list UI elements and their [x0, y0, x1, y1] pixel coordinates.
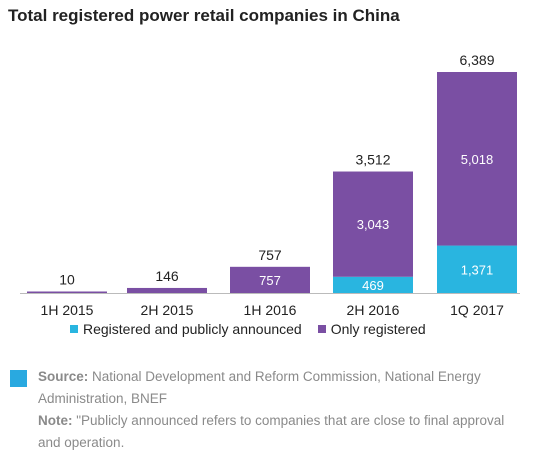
segment-label-registered-3: 469 — [362, 278, 384, 293]
note-text: "Publicly announced refers to companies … — [38, 413, 505, 450]
bar-chart: 10 1H 2015 146 2H 2015 757 757 1H 2016 3,043 469… — [20, 52, 520, 318]
total-label-2: 757 — [258, 247, 282, 263]
source-text: National Development and Reform Commissi… — [38, 369, 481, 406]
legend-label-only-registered: Only registered — [330, 321, 426, 337]
total-label-4: 6,389 — [459, 52, 494, 68]
x-tick-label-0: 1H 2015 — [41, 302, 94, 318]
x-tick-label-2: 1H 2016 — [244, 302, 297, 318]
source-label: Source: — [38, 369, 89, 384]
chart-title: Total registered power retail companies … — [8, 6, 400, 25]
bar-only-registered-4 — [437, 72, 517, 246]
x-tick-label-4: 1Q 2017 — [450, 302, 504, 318]
x-tick-label-1: 2H 2015 — [141, 302, 194, 318]
note-marker-square — [10, 370, 27, 387]
segment-label-only-4: 5,018 — [461, 152, 494, 167]
bar-registered-4 — [437, 245, 517, 293]
legend-label-registered: Registered and publicly announced — [83, 321, 302, 337]
segment-label-registered-4: 1,371 — [461, 262, 494, 277]
legend-swatch-only-registered — [317, 325, 326, 333]
legend: Registered and publicly announced Only r… — [70, 321, 426, 337]
bar-registered-3 — [333, 276, 413, 293]
total-label-3: 3,512 — [355, 152, 390, 168]
bar-only-registered-3 — [333, 171, 413, 277]
segment-label-only-3: 3,043 — [357, 217, 390, 232]
segment-label-only-2: 757 — [259, 273, 281, 288]
legend-item-only-registered: Only registered — [317, 321, 426, 337]
x-tick-label-3: 2H 2016 — [347, 302, 400, 318]
notes-text: Source: National Development and Reform … — [38, 366, 518, 454]
legend-swatch-registered — [70, 325, 78, 333]
bar-only-registered-0 — [27, 291, 107, 293]
bar-only-registered-1 — [127, 287, 207, 293]
total-label-1: 146 — [155, 268, 179, 284]
note-label: Note: — [38, 413, 73, 428]
total-label-0: 10 — [59, 272, 75, 288]
bar-only-registered-2 — [230, 266, 310, 293]
legend-item-registered: Registered and publicly announced — [70, 321, 302, 337]
